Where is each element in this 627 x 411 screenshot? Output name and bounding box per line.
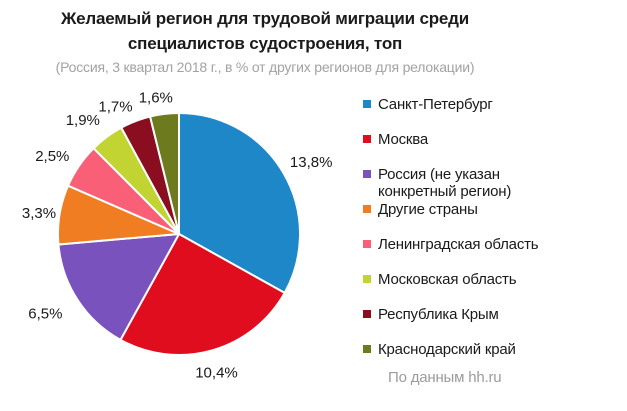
pie-value-label: 13,8%	[290, 154, 333, 171]
chart-header: Желаемый регион для трудовой миграции ср…	[0, 6, 530, 76]
legend-label: Россия (не указан конкретный регион)	[378, 166, 512, 200]
legend: Санкт-Петербург Москва Россия (не указан…	[363, 88, 621, 368]
legend-swatch-icon	[363, 205, 371, 213]
pie-slice	[119, 233, 286, 356]
legend-item: Россия (не указан конкретный регион)	[363, 158, 621, 200]
pie-value-label: 1,9%	[66, 112, 100, 129]
legend-label: Краснодарский край	[378, 341, 516, 358]
legend-swatch-icon	[363, 310, 371, 318]
pie-value-label: 1,6%	[139, 89, 173, 106]
legend-swatch-icon	[363, 240, 371, 248]
pie-slice	[57, 233, 180, 341]
legend-label: Ленинградская область	[378, 236, 539, 253]
legend-swatch-icon	[363, 100, 371, 108]
legend-item: Москва	[363, 123, 621, 158]
legend-label: Другие страны	[378, 201, 478, 218]
pie-slice	[149, 112, 180, 235]
legend-swatch-icon	[363, 135, 371, 143]
legend-item: Ленинградская область	[363, 228, 621, 263]
legend-swatch-icon	[363, 170, 371, 178]
legend-item: Республика Крым	[363, 298, 621, 333]
legend-label: Республика Крым	[378, 306, 499, 323]
legend-swatch-icon	[363, 275, 371, 283]
pie-value-label: 10,4%	[195, 364, 238, 381]
legend-label: Московская область	[378, 271, 517, 288]
chart-title-line2: специалистов судостроения, топ	[127, 34, 403, 53]
legend-label: Санкт-Петербург	[378, 96, 493, 113]
legend-label: Москва	[378, 131, 429, 148]
pie-value-label: 1,7%	[98, 98, 132, 115]
legend-item: Краснодарский край	[363, 333, 621, 368]
chart-subtitle: (Россия, 3 квартал 2018 г., в % от други…	[55, 59, 475, 75]
legend-item: Московская область	[363, 263, 621, 298]
pie-value-label: 3,3%	[22, 205, 56, 222]
pie-value-label: 2,5%	[35, 148, 69, 165]
source-note: По данным hh.ru	[388, 369, 502, 386]
pie-slice	[178, 112, 301, 294]
chart-title-line1: Желаемый регион для трудовой миграции ср…	[61, 9, 469, 28]
legend-swatch-icon	[363, 345, 371, 353]
pie-value-label: 6,5%	[28, 306, 62, 323]
legend-item: Санкт-Петербург	[363, 88, 621, 123]
legend-item: Другие страны	[363, 193, 621, 228]
